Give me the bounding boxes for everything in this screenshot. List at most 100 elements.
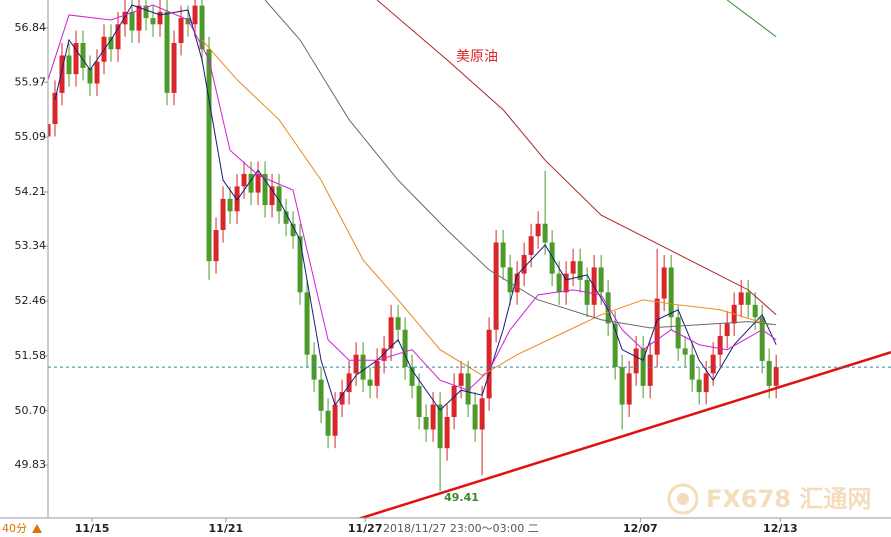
candle-body xyxy=(164,11,170,93)
candle-body xyxy=(129,11,135,31)
candle-body xyxy=(80,43,86,68)
candle-body xyxy=(703,373,709,393)
y-tick-label: 55.09 xyxy=(15,130,47,143)
y-tick-label: 56.84 xyxy=(15,21,47,34)
candle-body xyxy=(87,67,93,84)
candle-body xyxy=(766,360,772,386)
watermark: FX678 汇通网 xyxy=(667,483,871,515)
candle-body xyxy=(150,18,156,25)
candle-body xyxy=(710,354,716,374)
candle-body xyxy=(143,5,149,19)
candle-body xyxy=(528,236,534,255)
x-tick-label: 11/27 xyxy=(348,522,383,535)
moving-average-line xyxy=(48,4,777,391)
trend-line xyxy=(357,350,891,518)
moving-average-line xyxy=(726,0,777,38)
candle-body xyxy=(458,373,464,386)
y-tick-label: 49.83 xyxy=(15,458,47,471)
candle-body xyxy=(136,5,142,31)
x-tick-label: 11/21 xyxy=(209,522,244,535)
candle-body xyxy=(381,348,387,361)
candle-body xyxy=(73,43,79,75)
candle-body xyxy=(157,11,163,25)
candle-body xyxy=(346,373,352,393)
candle-body xyxy=(500,242,506,268)
candle-body xyxy=(535,223,541,237)
candle-body xyxy=(255,173,261,193)
low-label: 49.41 xyxy=(444,491,479,504)
candle-body xyxy=(248,173,254,193)
x-tick-label: 12/07 xyxy=(623,522,658,535)
candle-body xyxy=(297,236,303,293)
candle-body xyxy=(367,379,373,386)
candle-body xyxy=(262,173,268,206)
candle-body xyxy=(570,261,576,274)
candle-body xyxy=(486,329,492,399)
candle-body xyxy=(94,61,100,84)
candle-body xyxy=(759,317,765,361)
candle-body xyxy=(241,173,247,187)
moving-average-line xyxy=(201,39,770,376)
y-tick-label: 53.34 xyxy=(15,239,47,252)
candle-body xyxy=(423,417,429,430)
candle-body xyxy=(290,223,296,237)
candle-body xyxy=(318,379,324,411)
x-tick-label: 12/13 xyxy=(763,522,798,535)
candle-body xyxy=(472,404,478,430)
candle-body xyxy=(437,404,443,449)
candle-body xyxy=(577,261,583,280)
candle-body xyxy=(269,186,275,206)
candle-body xyxy=(549,242,555,274)
candle-body xyxy=(227,198,233,212)
candle-body xyxy=(220,198,226,231)
crosshair-label-box xyxy=(380,520,562,537)
candle-body xyxy=(647,354,653,386)
moving-average-line xyxy=(376,0,777,316)
candle-body xyxy=(409,367,415,386)
y-tick-label: 51.58 xyxy=(15,349,47,362)
plot-area xyxy=(48,0,891,518)
candle-body xyxy=(234,186,240,212)
candle-body xyxy=(542,223,548,243)
watermark-logo-dot xyxy=(677,493,689,505)
candle-body xyxy=(192,5,198,25)
candle-body xyxy=(276,186,282,212)
candle-body xyxy=(283,211,289,224)
candle-body xyxy=(108,36,114,50)
candle-body xyxy=(724,323,730,336)
candle-body xyxy=(52,92,58,125)
candle-body xyxy=(395,317,401,330)
candle-body xyxy=(682,348,688,355)
candle-body xyxy=(696,379,702,393)
chart-title: 美原油 xyxy=(456,49,498,65)
candle-body xyxy=(626,373,632,405)
y-tick-label: 50.70 xyxy=(15,404,47,417)
candle-body xyxy=(633,348,639,374)
candle-body xyxy=(430,404,436,430)
candle-body xyxy=(115,24,121,50)
candle-body xyxy=(185,18,191,25)
y-tick-label: 54.21 xyxy=(15,185,47,198)
period-arrow xyxy=(32,524,42,533)
candle-body xyxy=(48,124,51,137)
candle-body xyxy=(465,373,471,405)
candle-body xyxy=(738,292,744,305)
candle-body xyxy=(374,360,380,386)
candle-body xyxy=(556,273,562,293)
candle-body xyxy=(514,273,520,293)
candle-body xyxy=(668,267,674,318)
candle-body xyxy=(325,410,331,436)
candle-body xyxy=(213,230,219,262)
candle-body xyxy=(745,292,751,305)
candle-body xyxy=(353,354,359,374)
candle-body xyxy=(717,335,723,355)
watermark-text: FX678 汇通网 xyxy=(706,485,871,513)
candle-body xyxy=(654,298,660,355)
x-tick-label: 11/15 xyxy=(75,522,110,535)
candle-body xyxy=(304,292,310,355)
candle-body xyxy=(612,323,618,368)
candle-body xyxy=(493,242,499,330)
candle-body xyxy=(563,273,569,293)
